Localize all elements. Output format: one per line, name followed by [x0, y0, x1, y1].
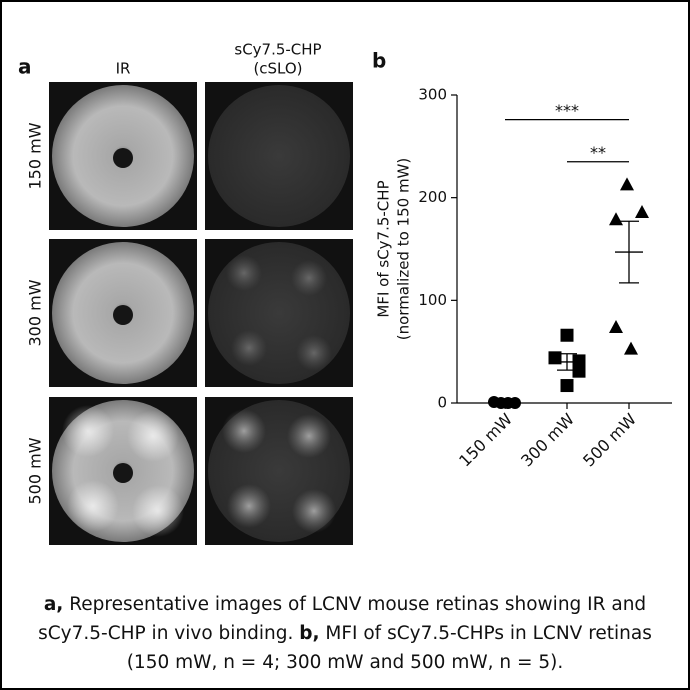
retina-images — [49, 82, 353, 545]
y-tick-label: 0 — [437, 394, 447, 412]
point — [620, 177, 634, 191]
optic-disc — [113, 148, 133, 168]
point — [624, 341, 638, 355]
lesion — [132, 485, 184, 537]
significance-label: ** — [590, 143, 606, 162]
fluorescence — [226, 255, 262, 291]
column-label: sCy7.5-CHP — [234, 41, 321, 59]
retina — [208, 85, 350, 227]
fluorescence — [287, 414, 331, 458]
y-axis-label: (normalized to 150 mW) — [395, 158, 413, 341]
fluorescence — [291, 260, 327, 296]
column-label: IR — [116, 60, 131, 78]
lesion — [62, 405, 114, 457]
lesion — [127, 410, 179, 462]
figure-graphics: a IR sCy7.5-CHP (cSLO) b MFI of sCy7.5-C… — [18, 41, 672, 545]
point — [635, 205, 649, 219]
point — [609, 320, 623, 334]
x-tick-label: 500 mW — [579, 409, 640, 470]
caption-part: Representative images of LCNV mouse reti… — [38, 594, 647, 644]
significance-label: *** — [555, 101, 579, 120]
point — [572, 354, 586, 368]
caption-part: b, — [299, 623, 320, 644]
fluorescence — [222, 409, 266, 453]
panel-label: b — [372, 49, 386, 73]
fluorescence — [292, 489, 336, 533]
y-tick-label: 300 — [418, 86, 447, 104]
point — [560, 379, 574, 393]
x-tick-label: 300 mW — [517, 409, 578, 470]
y-axis-label: MFI of sCy7.5-CHP — [375, 180, 393, 317]
point — [560, 328, 574, 342]
point — [609, 212, 623, 226]
y-tick-label: 200 — [418, 188, 447, 206]
fluorescence — [227, 484, 271, 528]
panel-label: a — [18, 55, 32, 79]
lesion — [67, 480, 119, 532]
caption-part: a, — [43, 594, 64, 615]
fluorescence — [296, 335, 332, 371]
point — [548, 351, 562, 365]
row-label: 150 mW — [26, 122, 45, 189]
row-label: 500 mW — [26, 437, 45, 504]
caption: a, Representative images of LCNV mouse r… — [22, 590, 668, 677]
optic-disc — [113, 305, 133, 325]
caption-part: MFI of sCy7.5-CHPs in LCNV retinas (150 … — [126, 623, 652, 673]
row-label: 300 mW — [26, 279, 45, 346]
optic-disc — [113, 463, 133, 483]
column-label: (cSLO) — [253, 60, 302, 78]
fluorescence — [231, 330, 267, 366]
point — [572, 364, 586, 378]
y-tick-label: 100 — [418, 291, 447, 309]
x-tick-label: 150 mW — [455, 409, 516, 470]
